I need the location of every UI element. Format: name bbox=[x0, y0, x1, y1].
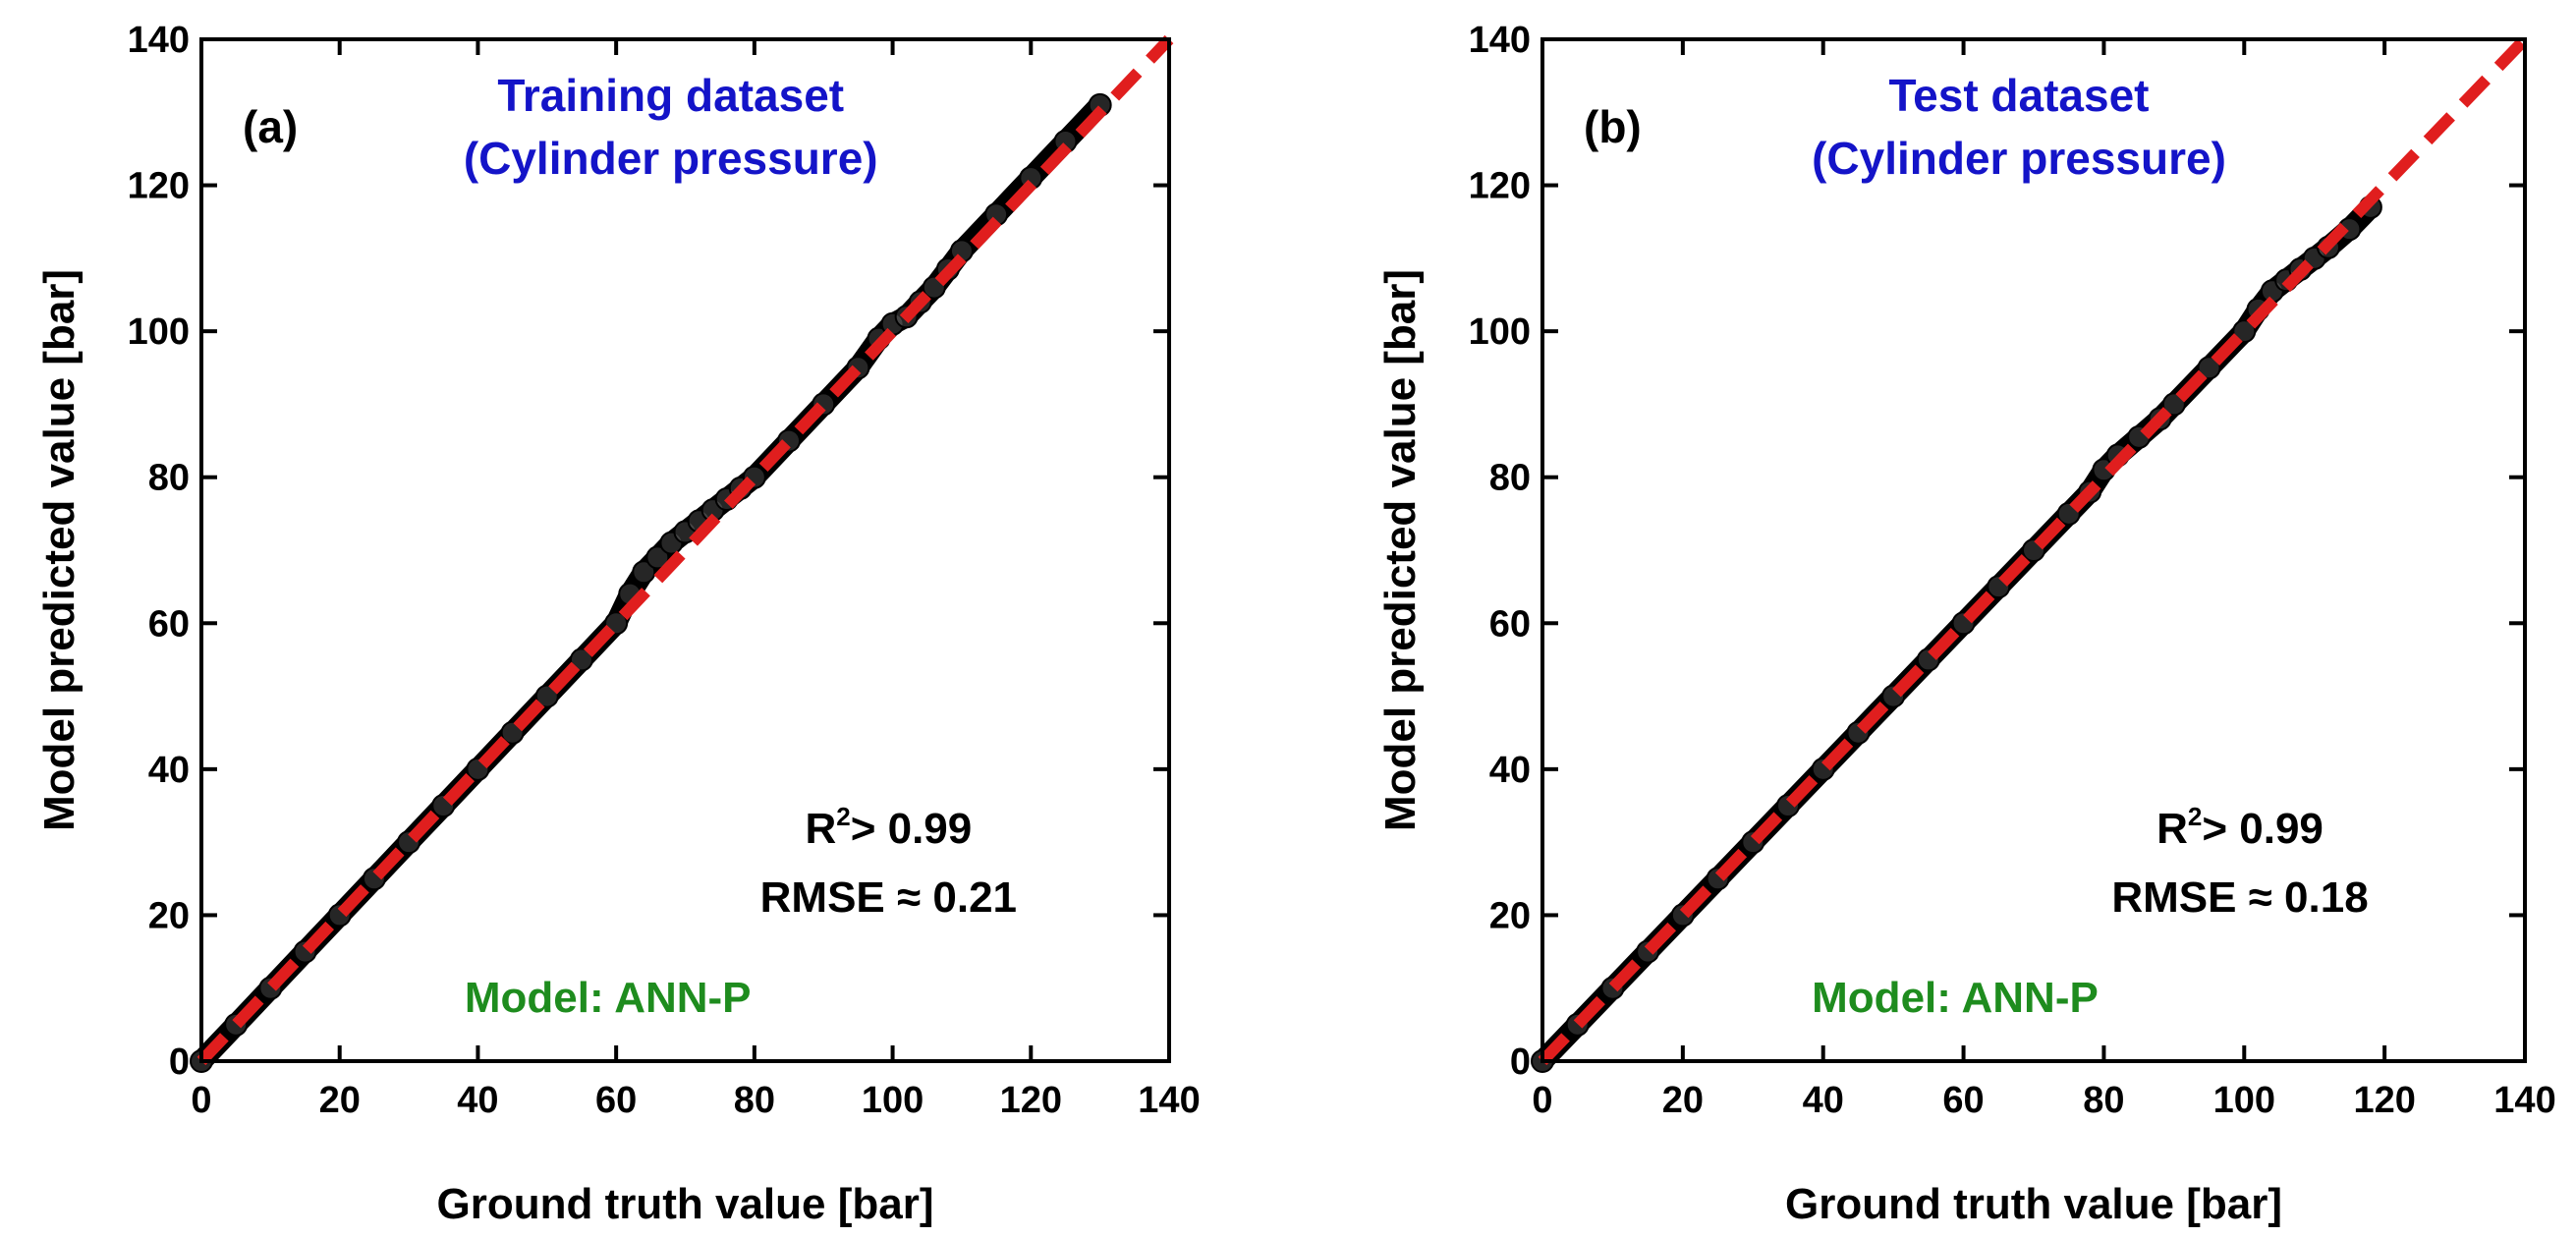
panel-b-y-tick-label-6: 120 bbox=[1469, 166, 1531, 207]
panel-b-x-tick-label-5: 100 bbox=[2213, 1080, 2275, 1121]
panel-a: 0 20 40 60 80 100 120 140 0 20 40 60 80 100 120 140 (a)… bbox=[35, 20, 1201, 1228]
panel-b-r2-value: > 0.99 bbox=[2202, 805, 2324, 853]
panel-b-x-tick-label-1: 20 bbox=[1662, 1080, 1704, 1121]
panel-b-x-tick-label-0: 0 bbox=[1532, 1080, 1552, 1121]
panel-a-y-tick-label-5: 100 bbox=[128, 311, 190, 353]
panel-b-x-tick-label-4: 80 bbox=[2083, 1080, 2124, 1121]
panel-a-parity-line bbox=[196, 34, 1174, 1066]
panel-b-parity-line bbox=[1538, 34, 2530, 1066]
panel-a-y-tick-label-4: 80 bbox=[148, 458, 190, 499]
panel-b-y-tick-label-5: 100 bbox=[1469, 311, 1531, 353]
panel-a-x-tick-label-4: 80 bbox=[734, 1080, 775, 1121]
panel-a-ticks: 0 20 40 60 80 100 120 140 0 20 40 60 80 100 120 140 bbox=[128, 20, 1201, 1121]
panel-b-series-0-point bbox=[2232, 319, 2257, 344]
panel-b-r2: R2> 0.99 bbox=[2156, 802, 2324, 853]
panel-b-x-tick-label-2: 40 bbox=[1803, 1080, 1844, 1121]
panel-b-y-tick-label-0: 0 bbox=[1510, 1041, 1531, 1083]
panel-b-subtitle: (Cylinder pressure) bbox=[1812, 133, 2226, 184]
panel-a-y-tick-label-2: 40 bbox=[148, 750, 190, 791]
panel-b-series-0-point bbox=[2197, 356, 2221, 380]
panel-b-y-tick-label-3: 60 bbox=[1489, 603, 1531, 645]
panel-a-model: Model: ANN-P bbox=[465, 974, 752, 1022]
panel-a-x-tick-label-2: 40 bbox=[457, 1080, 498, 1121]
panel-a-r2-value: > 0.99 bbox=[851, 805, 973, 853]
panel-b-frame bbox=[1540, 37, 2527, 1063]
panel-a-series-0-point bbox=[645, 545, 670, 570]
panel-a-frame bbox=[199, 37, 1171, 1063]
panel-a-rmse: RMSE ≈ 0.21 bbox=[760, 873, 1017, 922]
panel-b-x-tick-label-7: 140 bbox=[2493, 1080, 2555, 1121]
panel-b-title: Test dataset bbox=[1888, 70, 2149, 121]
panel-a-y-tick-label-3: 60 bbox=[148, 603, 190, 645]
panel-b-x-tick-label-3: 60 bbox=[1942, 1080, 1984, 1121]
panel-b-rmse: RMSE ≈ 0.18 bbox=[2111, 873, 2368, 922]
panel-a-y-tick-label-0: 0 bbox=[169, 1041, 190, 1083]
panel-b-series-0-point bbox=[2161, 392, 2186, 417]
panel-b-label: (b) bbox=[1584, 101, 1642, 152]
panel-a-series-0-point bbox=[534, 684, 559, 708]
panel-a-title: Training dataset bbox=[497, 70, 844, 121]
panel-a-x-tick-label-3: 60 bbox=[595, 1080, 637, 1121]
panel-a-label: (a) bbox=[243, 101, 298, 152]
panel-a-y-tick-label-1: 20 bbox=[148, 895, 190, 936]
panel-a-y-tick-label-6: 120 bbox=[128, 166, 190, 207]
panel-a-subtitle: (Cylinder pressure) bbox=[464, 133, 878, 184]
panel-b-model: Model: ANN-P bbox=[1812, 974, 2099, 1022]
panel-a-series-0-point bbox=[569, 647, 593, 672]
panel-a-series-0-point bbox=[604, 611, 629, 636]
panel-a-x-tick-label-6: 120 bbox=[1000, 1080, 1062, 1121]
panel-b-y-axis-title: Model predicted value [bar] bbox=[1376, 269, 1425, 831]
panel-b-y-tick-label-7: 140 bbox=[1469, 20, 1531, 61]
panel-b-y-tick-label-2: 40 bbox=[1489, 750, 1531, 791]
panel-a-x-tick-label-5: 100 bbox=[862, 1080, 924, 1121]
panel-b-x-tick-label-6: 120 bbox=[2353, 1080, 2415, 1121]
panel-a-x-tick-label-1: 20 bbox=[319, 1080, 361, 1121]
panel-b: 0 20 40 60 80 100 120 140 0 20 40 60 80 100 120 140 (b)… bbox=[1376, 20, 2556, 1228]
panel-a-y-tick-label-7: 140 bbox=[128, 20, 190, 61]
panel-b-y-tick-label-1: 20 bbox=[1489, 895, 1531, 936]
panel-a-x-tick-label-0: 0 bbox=[191, 1080, 211, 1121]
panel-b-ticks: 0 20 40 60 80 100 120 140 0 20 40 60 80 100 120 140 bbox=[1469, 20, 2556, 1121]
panel-a-y-axis-title: Model predicted value [bar] bbox=[35, 269, 84, 831]
panel-a-r2: R2> 0.99 bbox=[805, 802, 972, 853]
panel-b-marks bbox=[1531, 34, 2530, 1073]
panel-a-series-0-band bbox=[191, 93, 1111, 1072]
panel-a-x-axis-title: Ground truth value [bar] bbox=[437, 1180, 934, 1228]
panel-a-marks bbox=[190, 34, 1174, 1073]
panel-b-y-tick-label-4: 80 bbox=[1489, 458, 1531, 499]
panel-a-x-tick-label-7: 140 bbox=[1138, 1080, 1200, 1121]
panel-a-series-0-point bbox=[632, 560, 656, 585]
panel-b-x-axis-title: Ground truth value [bar] bbox=[1785, 1180, 2282, 1228]
